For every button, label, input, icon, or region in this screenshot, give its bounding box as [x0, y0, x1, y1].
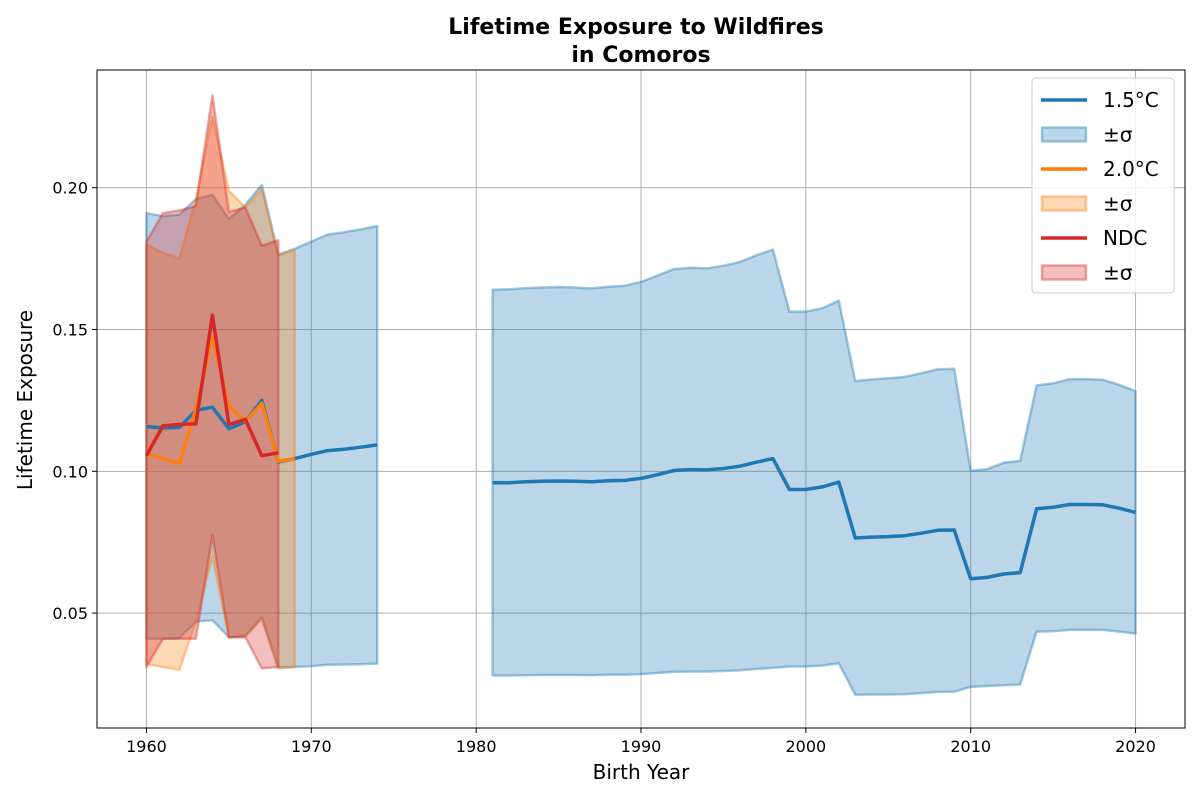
x-tick-label: 1990: [621, 737, 662, 756]
x-tick-label: 1970: [291, 737, 332, 756]
legend-label: ±σ: [1103, 261, 1133, 285]
grid: [97, 70, 1185, 728]
legend-label: NDC: [1103, 226, 1147, 250]
legend: 1.5°C ±σ 2.0°C ±σ NDC ±σ: [1031, 77, 1175, 294]
mean-line-series-0-segment-0: [146, 398, 378, 464]
chart-title-line-1: Lifetime Exposure to Wildfires: [448, 15, 823, 40]
legend-band-swatch: [1040, 264, 1088, 281]
std-band-series-2-segment-0: [145, 94, 280, 670]
y-axis-ticks: 0.05 0.10 0.15 0.20: [52, 179, 97, 623]
legend-label: 1.5°C: [1103, 88, 1159, 112]
x-axis-ticks: 1960 1970 1980 1990 2000 2010 2020: [126, 728, 1156, 756]
legend-band-swatch: [1040, 126, 1088, 143]
mean-lines: [144, 313, 1136, 581]
legend-label: ±σ: [1103, 192, 1133, 216]
chart-title-line-2: in Comoros: [571, 43, 710, 68]
x-tick-label: 2010: [950, 737, 991, 756]
legend-band-swatch: [1040, 195, 1088, 212]
x-tick-label: 2000: [785, 737, 826, 756]
x-axis-label: Birth Year: [593, 760, 690, 784]
x-tick-label: 1980: [456, 737, 497, 756]
legend-label: 2.0°C: [1103, 157, 1159, 181]
x-tick-label: 1960: [126, 737, 167, 756]
std-band-series-0-segment-0: [145, 183, 379, 669]
y-tick-label: 0.05: [52, 604, 88, 623]
y-tick-label: 0.20: [52, 179, 88, 198]
mean-line-series-0-segment-1: [492, 456, 1136, 581]
x-tick-label: 2020: [1115, 737, 1156, 756]
mean-line-series-2-segment-0: [144, 313, 279, 458]
y-tick-label: 0.15: [52, 321, 88, 340]
std-band-series-1-segment-0: [145, 115, 297, 672]
std-band-series-0-segment-1: [491, 248, 1137, 697]
legend-label: ±σ: [1103, 123, 1133, 147]
std-bands: [145, 94, 1137, 697]
y-tick-label: 0.10: [52, 462, 88, 481]
y-axis-label: Lifetime Exposure: [13, 310, 37, 490]
